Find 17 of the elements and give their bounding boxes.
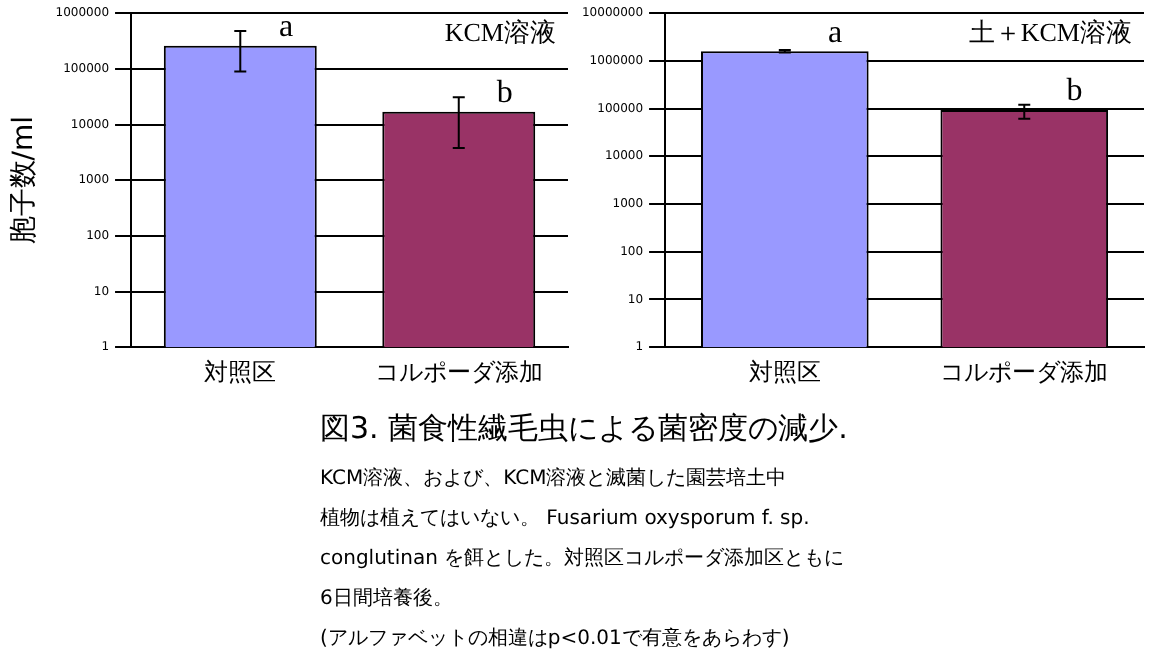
text: KCM溶液、および、KCM溶液と滅菌した園芸培土中 [320, 465, 789, 494]
text: 図3. 菌食性繊毛虫による菌密度の減少. [320, 410, 850, 448]
x-tick-label: コルポーダ添加 [374, 357, 543, 386]
text: 植物は植えてはいない。 Fusarium oxysporum f. sp. [320, 505, 812, 534]
text: (アルファベットの相違はp<0.01で有意をあらわす) [320, 625, 792, 654]
annotation: a [279, 10, 294, 45]
x-tick-label: 対照区 [204, 357, 277, 386]
annotation: a [827, 15, 843, 50]
x-tick-label: 対照区 [748, 357, 821, 386]
annotation: 土＋KCM溶液 [968, 17, 1132, 48]
annotation: KCM溶液 [444, 17, 556, 48]
text: conglutinan を餌とした。対照区コルポーダ添加区ともに [320, 545, 847, 574]
y-axis-title: 胞子数/ml [8, 115, 41, 245]
annotation: b [1066, 74, 1083, 109]
text: 6日間培養後。 [320, 585, 455, 614]
annotation: b [496, 76, 513, 111]
x-tick-label: コルポーダ添加 [940, 357, 1109, 386]
